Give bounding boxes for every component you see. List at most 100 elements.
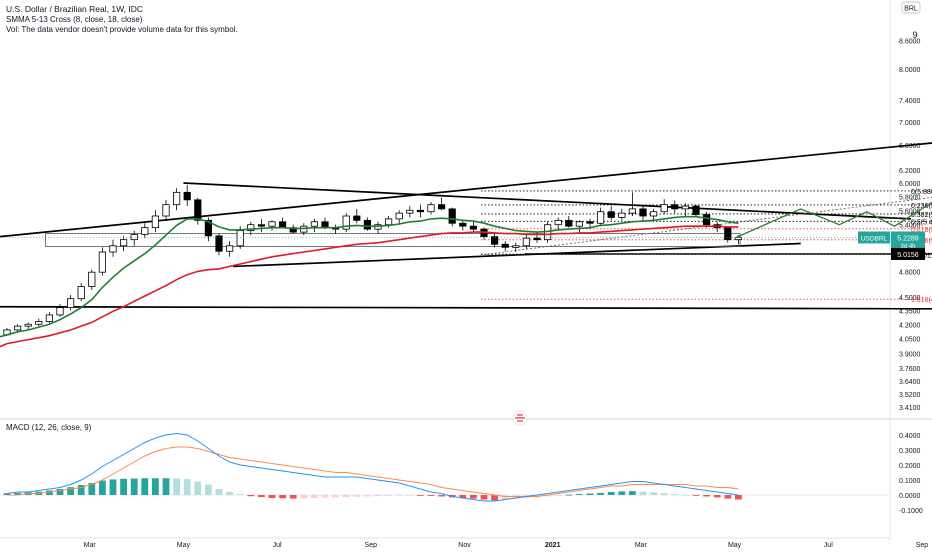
candle [13, 324, 22, 332]
macd-histogram-bar [162, 478, 170, 495]
macd-histogram-bar [173, 478, 180, 495]
candle-body [13, 325, 22, 331]
macd-histogram-bar [3, 493, 11, 495]
candle-body [384, 218, 393, 226]
candle [522, 235, 531, 249]
candle [141, 223, 149, 239]
macd-histogram-bar [46, 490, 53, 495]
candle [215, 233, 223, 256]
macd-histogram-bar [205, 484, 212, 495]
macd-histogram-bar [88, 483, 96, 495]
candle [172, 188, 181, 211]
macd-legend[interactable]: MACD (12, 26, close, 9) [6, 423, 92, 432]
macd-histogram-bar [215, 489, 223, 495]
currency-badge-label: BRL [904, 6, 918, 13]
macd-histogram-bar [544, 495, 551, 497]
price-tick: 8.6000 [899, 38, 921, 45]
projection-line [734, 201, 932, 239]
macd-histogram-bar [692, 495, 700, 496]
macd-histogram-bar [491, 495, 498, 501]
macd-histogram-bar [236, 494, 244, 495]
smma-slow-line [0, 225, 739, 348]
macd-histogram-bar [607, 492, 615, 495]
fib-level-label: 0.236(5.6757) [911, 203, 932, 210]
candle-body [183, 191, 191, 201]
candle-body [109, 245, 117, 253]
macd-histogram-bar [724, 495, 732, 499]
candle-body [120, 239, 128, 247]
projection-path[interactable] [734, 141, 932, 239]
candle-body [533, 237, 541, 241]
time-axis[interactable]: MarMayJulSepNov2021MarMayJulSepNov2022Ma… [84, 542, 932, 549]
macd-histogram-bar [671, 494, 679, 495]
fib-trend-line [486, 196, 932, 255]
candle [120, 235, 128, 252]
candle-body [321, 221, 329, 229]
tradingview-logo [512, 410, 528, 426]
price-tick: 8.0000 [899, 67, 921, 74]
candle-body [490, 236, 499, 245]
price-tags: USDBRL 5.2289 3d 4h 5.0156 [0, 231, 925, 260]
candle [618, 208, 626, 221]
time-tick: Nov [458, 542, 471, 549]
candle-body [204, 219, 212, 237]
macd-axis[interactable]: 0.4000 0.3000 0.2000 0.1000 0.0000 -0.1000 [899, 433, 923, 515]
candle-body [459, 222, 467, 227]
candle-body [353, 215, 361, 221]
trendline-upper-rising [0, 142, 932, 238]
price-tick: 5.8000 [899, 194, 921, 201]
candle [490, 233, 499, 248]
candle-body [77, 286, 85, 300]
candle-body [151, 215, 159, 229]
candle-body [565, 219, 573, 227]
candle [437, 197, 446, 211]
candle-body [448, 208, 456, 224]
candle [565, 216, 573, 228]
candle [310, 218, 319, 233]
time-tick: 2021 [545, 542, 561, 549]
candle-body [416, 209, 425, 213]
currency-badge[interactable] [901, 1, 921, 14]
macd-histogram-bar [183, 479, 191, 495]
macd-histogram-bar [459, 495, 467, 498]
macd-histogram-bar [364, 495, 371, 497]
candle-body [130, 233, 138, 241]
fib-level-label: 0(5.8808) [911, 189, 932, 196]
price-tick: 4.2000 [899, 322, 921, 329]
price-tick: 6.0000 [899, 181, 921, 188]
candle [681, 203, 690, 218]
indicator-legend[interactable]: SMMA 5-13 Cross (8, close, 18, close) [6, 15, 143, 24]
macd-pane [0, 432, 890, 502]
candle [575, 220, 584, 233]
price-tick: 3.4100 [899, 405, 921, 412]
candle [660, 199, 668, 215]
candle [88, 269, 96, 290]
smma-lines [0, 215, 739, 348]
candle-body [98, 251, 106, 273]
candle [448, 207, 456, 227]
candle-body [194, 199, 202, 221]
candle-body [406, 209, 414, 214]
macd-histogram-bar [618, 491, 626, 495]
macd-histogram-bar [152, 478, 159, 495]
price-axis[interactable]: 8.6000 8.0000 7.4000 7.0000 6.6000 6.2000 6.00… [899, 38, 921, 411]
candle [671, 200, 679, 214]
macd-histogram-bar [353, 495, 361, 497]
candle-body [618, 212, 626, 218]
candle [257, 218, 266, 233]
price-tick: 3.5200 [899, 392, 921, 399]
time-tick: Sep [916, 542, 929, 549]
macd-histogram-bar [682, 494, 689, 496]
macd-histogram-bar [109, 479, 117, 495]
macd-histogram-bar [597, 492, 604, 495]
trendlines[interactable] [0, 112, 932, 310]
macd-histogram-bar [417, 495, 424, 496]
countdown-label: 3d 4h [900, 244, 915, 250]
candle [183, 184, 191, 207]
macd-histogram-bar [77, 485, 85, 495]
candle-body [724, 227, 732, 241]
trendline-lower-rising [232, 242, 801, 268]
candle [35, 318, 43, 327]
